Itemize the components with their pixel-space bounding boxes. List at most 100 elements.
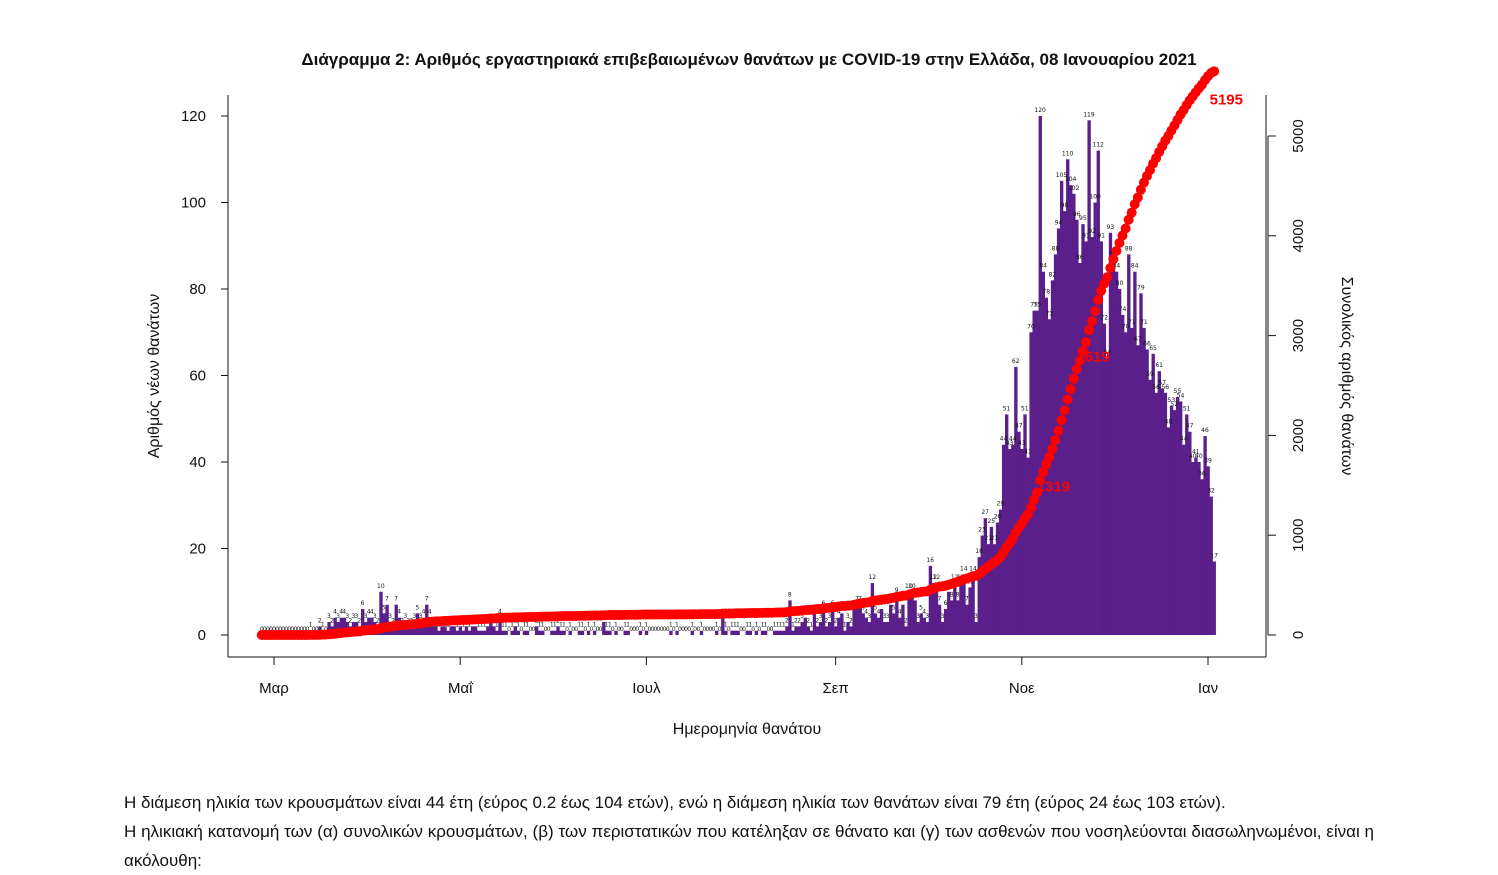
bar xyxy=(339,617,343,635)
bar-value-label: 1 xyxy=(699,622,703,629)
bar xyxy=(867,622,872,635)
bar xyxy=(785,626,789,635)
bar xyxy=(788,600,792,635)
bar xyxy=(943,609,948,635)
bar-value-label: 0 xyxy=(284,626,288,633)
bar-value-label: 4 xyxy=(370,609,374,616)
bar xyxy=(1047,319,1052,635)
bar xyxy=(699,630,704,635)
bar-value-label: 2 xyxy=(348,617,352,624)
bar-value-label: 119 xyxy=(1083,111,1095,118)
bar-value-label: 110 xyxy=(1062,150,1074,157)
bar-value-label: 0 xyxy=(706,626,710,633)
bar xyxy=(608,630,612,635)
bar xyxy=(446,630,450,635)
bar-value-label: 47 xyxy=(1186,423,1194,430)
bar xyxy=(861,613,865,635)
bar-value-label: 1 xyxy=(748,622,752,629)
bar xyxy=(1203,436,1207,635)
bar xyxy=(461,630,466,635)
bar-value-label: 1 xyxy=(477,622,481,629)
bar-value-label: 8 xyxy=(788,591,792,598)
bar xyxy=(977,557,981,635)
bar-value-label: 3 xyxy=(828,613,832,620)
bar-value-label: 32 xyxy=(1207,488,1215,495)
bar-value-label: 102 xyxy=(1068,185,1080,192)
x-tick-label: Ιουλ xyxy=(632,680,661,697)
bar-value-label: 1 xyxy=(501,622,505,629)
bar-value-label: 1 xyxy=(736,622,740,629)
cumulative-point xyxy=(1120,223,1131,234)
bar-value-label: 2 xyxy=(376,617,380,624)
bar xyxy=(1191,462,1195,635)
bar-value-label: 25 xyxy=(987,518,995,525)
cumulative-point xyxy=(1025,502,1036,513)
bar-value-label: 21 xyxy=(991,535,999,542)
bar-value-label: 1 xyxy=(562,622,566,629)
cumulative-point xyxy=(1111,245,1122,256)
bar xyxy=(516,630,521,635)
bar xyxy=(815,626,820,635)
bar xyxy=(1179,401,1183,635)
bar-value-label: 0 xyxy=(629,626,633,633)
bar xyxy=(1154,392,1158,635)
bar xyxy=(873,613,878,635)
cumulative-point xyxy=(1209,66,1220,77)
bar xyxy=(885,622,890,635)
y-right-tick-label: 2000 xyxy=(1290,419,1307,452)
bar xyxy=(1200,479,1204,635)
bar-value-label: 1 xyxy=(467,622,471,629)
bar xyxy=(956,600,960,635)
bar xyxy=(489,622,493,635)
bar-value-label: 0 xyxy=(315,626,319,633)
bar xyxy=(1151,353,1155,635)
y-left-tick-label: 0 xyxy=(198,627,206,644)
bar-value-label: 92 xyxy=(1088,228,1096,235)
bar xyxy=(831,609,835,635)
bar xyxy=(434,626,438,635)
bar-value-label: 0 xyxy=(651,626,655,633)
cumulative-point xyxy=(1062,394,1073,405)
bar xyxy=(1020,449,1024,635)
bar xyxy=(968,587,972,635)
cumulative-point xyxy=(1077,346,1088,357)
bar xyxy=(931,583,936,635)
bar xyxy=(644,630,649,635)
bar xyxy=(495,630,499,635)
bar-value-label: 0 xyxy=(596,626,600,633)
bar xyxy=(675,630,679,635)
bar-value-label: 88 xyxy=(1052,245,1060,252)
bar xyxy=(437,630,441,635)
bar-value-label: 0 xyxy=(678,626,682,633)
bar-value-label: 0 xyxy=(507,626,511,633)
bar-value-label: 36 xyxy=(1198,470,1206,477)
bar xyxy=(852,609,856,635)
bar-value-label: 78 xyxy=(1042,289,1050,296)
bar-value-label: 3 xyxy=(412,613,416,620)
bar-value-label: 14 xyxy=(969,565,977,572)
bar xyxy=(1209,496,1213,635)
bar xyxy=(483,630,487,635)
bar xyxy=(733,630,737,635)
bar xyxy=(986,544,991,635)
bar-value-label: 53 xyxy=(1168,397,1176,404)
bar-value-label: 0 xyxy=(657,626,661,633)
bar xyxy=(892,613,896,635)
bar-value-label: 3 xyxy=(403,613,407,620)
x-tick-label: Νοε xyxy=(1009,680,1035,697)
bar-value-label: 52 xyxy=(1171,401,1179,408)
bar xyxy=(928,565,933,635)
bar xyxy=(1087,120,1091,635)
bar-value-label: 88 xyxy=(1125,245,1133,252)
bar-value-label: 4 xyxy=(876,609,880,616)
bar xyxy=(919,613,923,635)
cumulative-point xyxy=(1090,306,1101,317)
bar-value-label: 3 xyxy=(818,613,822,620)
cumulative-point xyxy=(1071,364,1082,375)
bar-value-label: 0 xyxy=(290,626,294,633)
bar-value-label: 5 xyxy=(919,604,923,611)
bar xyxy=(824,626,829,635)
bar xyxy=(760,630,765,635)
cumulative-point xyxy=(1032,487,1043,498)
bar-value-label: 1 xyxy=(495,622,499,629)
